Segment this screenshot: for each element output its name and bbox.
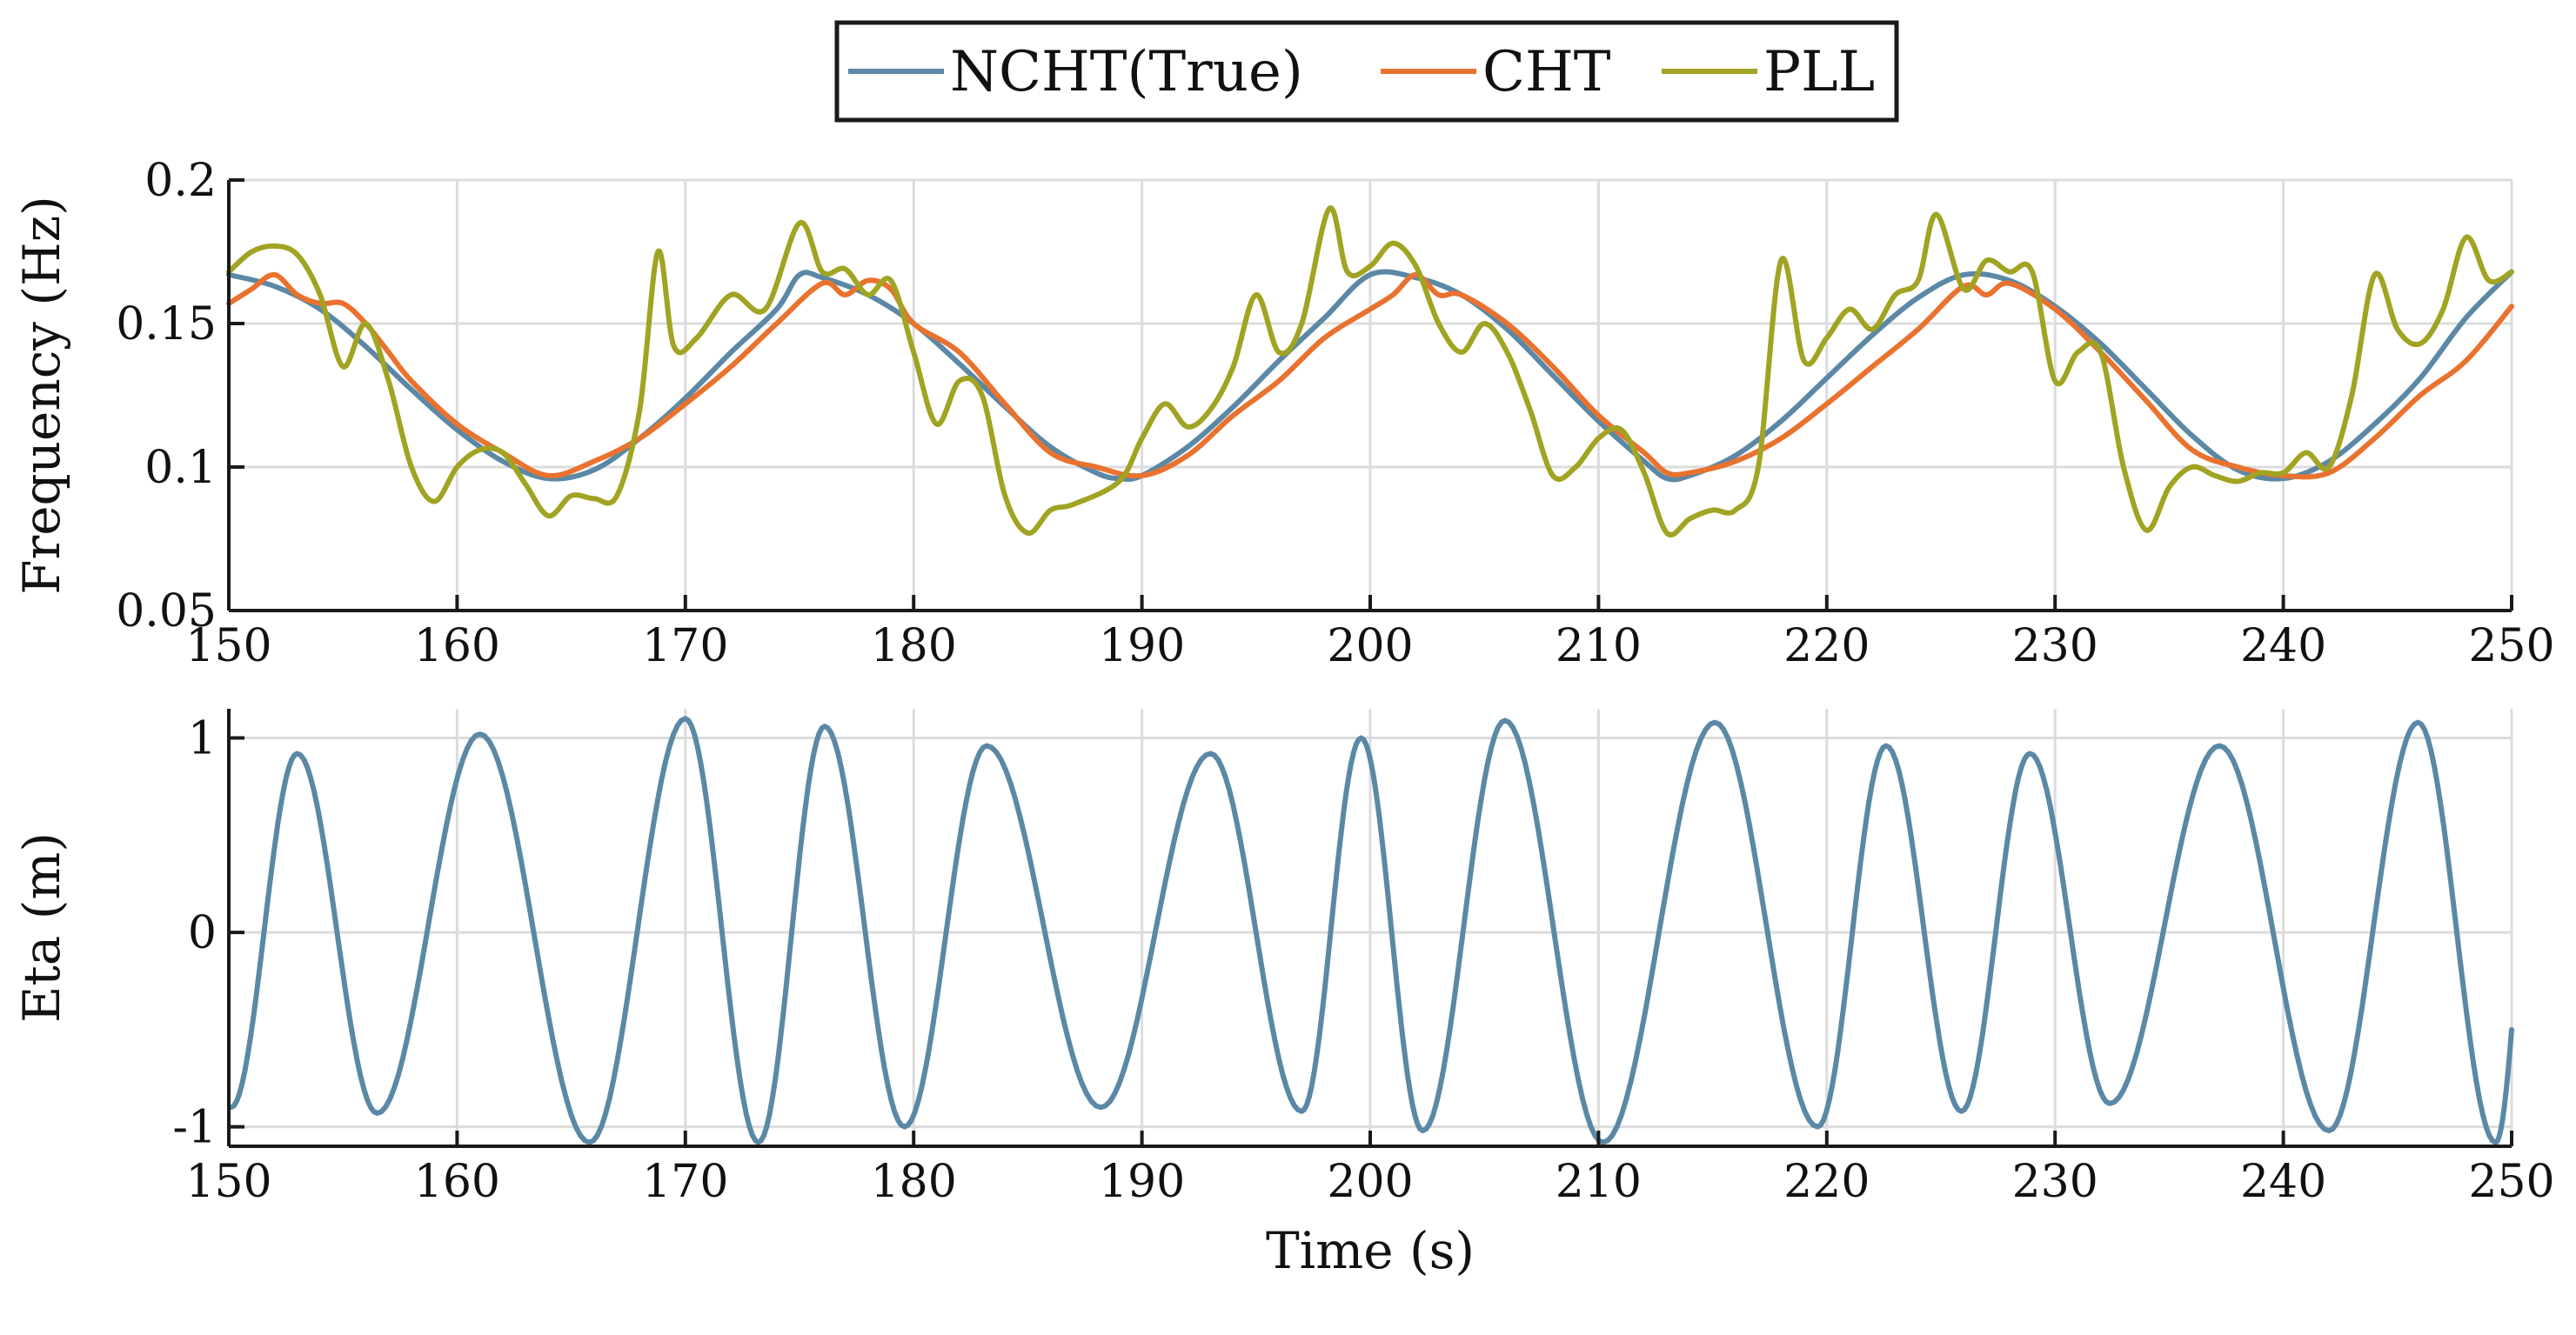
freq-x-tick-label: 150 [185, 620, 271, 672]
frequency-axes: 150 160 170 180 190 200 210 220 230 240 250 0.05 0.1… [12, 155, 2555, 672]
freq-x-tick-label: 240 [2240, 620, 2326, 672]
eta-grid [227, 709, 2513, 1146]
eta-x-tick-label: 160 [414, 1156, 500, 1208]
freq-y-axis-label: Frequency (Hz) [12, 196, 71, 595]
freq-y-tick-label: 0.15 [116, 298, 217, 350]
freq-y-tick-label: 0.2 [144, 155, 217, 207]
freq-x-tick-label: 190 [1099, 620, 1185, 672]
legend: NCHT(True) CHT PLL [834, 20, 1899, 123]
legend-label-ncht: NCHT(True) [950, 40, 1303, 104]
eta-x-axis-label: Time (s) [1266, 1221, 1475, 1280]
freq-x-tick-label: 250 [2468, 620, 2554, 672]
freq-y-tick-label: 0.05 [116, 585, 217, 637]
legend-label-cht: CHT [1482, 40, 1611, 104]
freq-x-tick-label: 180 [871, 620, 957, 672]
eta-x-tick-label: 170 [642, 1156, 728, 1208]
eta-x-tick-label: 230 [2012, 1156, 2098, 1208]
freq-x-tick-label: 230 [2012, 620, 2098, 672]
eta-axes: 150 160 170 180 190 200 210 220 230 240 250 -1 0 1 Eta… [12, 709, 2555, 1280]
freq-x-tick-label: 200 [1327, 620, 1413, 672]
legend-label-pll: PLL [1763, 40, 1875, 104]
freq-x-tick-label: 220 [1783, 620, 1870, 672]
eta-x-tick-label: 150 [185, 1156, 271, 1208]
eta-x-tick-label: 210 [1556, 1156, 1642, 1208]
eta-x-tick-label: 240 [2240, 1156, 2326, 1208]
eta-y-axis-label: Eta (m) [12, 832, 71, 1023]
eta-x-tick-label: 250 [2468, 1156, 2554, 1208]
eta-y-tick-label: 0 [188, 907, 217, 959]
freq-x-tick-label: 210 [1556, 620, 1642, 672]
eta-x-tick-label: 220 [1783, 1156, 1870, 1208]
freq-series-cht [226, 271, 2514, 480]
eta-series-eta [228, 716, 2514, 1145]
eta-y-tick-label: -1 [172, 1102, 217, 1154]
eta-x-tick-label: 180 [871, 1156, 957, 1208]
eta-x-tick-label: 190 [1099, 1156, 1185, 1208]
eta-y-tick-label: 1 [188, 713, 217, 765]
eta-x-tick-label: 200 [1327, 1156, 1413, 1208]
freq-y-tick-label: 0.1 [144, 442, 217, 494]
freq-grid [227, 178, 2513, 612]
freq-x-tick-label: 160 [414, 620, 500, 672]
freq-x-tick-label: 170 [642, 620, 728, 672]
freq-series-pll [226, 205, 2514, 537]
